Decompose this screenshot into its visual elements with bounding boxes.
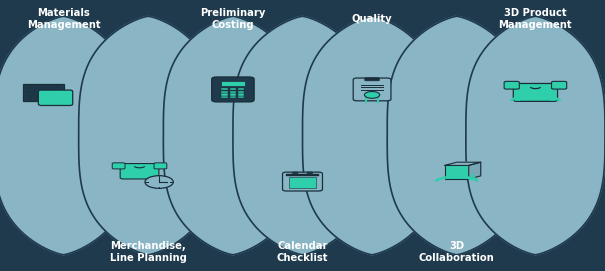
- FancyBboxPatch shape: [38, 90, 73, 105]
- FancyBboxPatch shape: [41, 93, 46, 96]
- FancyBboxPatch shape: [221, 96, 228, 98]
- FancyBboxPatch shape: [283, 172, 322, 191]
- FancyBboxPatch shape: [55, 97, 60, 99]
- FancyBboxPatch shape: [230, 91, 236, 93]
- FancyBboxPatch shape: [445, 165, 469, 179]
- FancyBboxPatch shape: [286, 174, 319, 176]
- FancyBboxPatch shape: [48, 89, 53, 92]
- Text: 3D Product
Management: 3D Product Management: [499, 8, 572, 30]
- Text: Calendar
Checklist: Calendar Checklist: [276, 241, 329, 263]
- Text: 3D
Collaboration: 3D Collaboration: [419, 241, 495, 263]
- FancyBboxPatch shape: [221, 91, 228, 93]
- Circle shape: [364, 92, 380, 98]
- FancyBboxPatch shape: [55, 93, 60, 96]
- FancyBboxPatch shape: [230, 96, 236, 98]
- Text: Preliminary
Costing: Preliminary Costing: [200, 8, 266, 30]
- FancyBboxPatch shape: [238, 93, 244, 96]
- Polygon shape: [387, 16, 526, 255]
- FancyBboxPatch shape: [48, 93, 53, 96]
- FancyBboxPatch shape: [48, 97, 53, 99]
- FancyBboxPatch shape: [221, 81, 245, 86]
- FancyBboxPatch shape: [27, 97, 32, 99]
- FancyBboxPatch shape: [230, 93, 236, 96]
- FancyBboxPatch shape: [221, 93, 228, 96]
- FancyBboxPatch shape: [34, 86, 39, 88]
- FancyBboxPatch shape: [34, 89, 39, 92]
- Polygon shape: [79, 16, 218, 255]
- FancyBboxPatch shape: [307, 172, 312, 175]
- FancyBboxPatch shape: [221, 88, 228, 90]
- Text: Merchandise,
Line Planning: Merchandise, Line Planning: [110, 241, 187, 263]
- FancyBboxPatch shape: [34, 97, 39, 99]
- FancyBboxPatch shape: [27, 93, 32, 96]
- FancyBboxPatch shape: [41, 89, 46, 92]
- FancyBboxPatch shape: [504, 81, 519, 89]
- Text: Quality: Quality: [352, 14, 393, 24]
- Circle shape: [145, 176, 173, 188]
- FancyBboxPatch shape: [513, 83, 558, 101]
- FancyBboxPatch shape: [230, 88, 236, 90]
- FancyBboxPatch shape: [34, 93, 39, 96]
- FancyBboxPatch shape: [238, 88, 244, 90]
- FancyBboxPatch shape: [55, 89, 60, 92]
- Polygon shape: [302, 16, 442, 255]
- FancyBboxPatch shape: [41, 86, 46, 88]
- FancyBboxPatch shape: [552, 81, 567, 89]
- FancyBboxPatch shape: [48, 86, 53, 88]
- FancyBboxPatch shape: [27, 86, 32, 88]
- FancyBboxPatch shape: [55, 86, 60, 88]
- Polygon shape: [163, 16, 302, 255]
- FancyBboxPatch shape: [238, 96, 244, 98]
- FancyBboxPatch shape: [293, 172, 298, 175]
- FancyBboxPatch shape: [27, 89, 32, 92]
- FancyBboxPatch shape: [112, 163, 125, 169]
- FancyBboxPatch shape: [120, 164, 159, 179]
- FancyBboxPatch shape: [23, 84, 64, 101]
- Polygon shape: [445, 162, 481, 165]
- Polygon shape: [233, 16, 372, 255]
- FancyBboxPatch shape: [365, 78, 379, 81]
- FancyBboxPatch shape: [353, 78, 391, 101]
- FancyBboxPatch shape: [212, 77, 254, 102]
- FancyBboxPatch shape: [289, 177, 316, 188]
- Polygon shape: [0, 16, 133, 255]
- FancyBboxPatch shape: [238, 91, 244, 93]
- FancyBboxPatch shape: [41, 97, 46, 99]
- Polygon shape: [469, 162, 481, 179]
- FancyBboxPatch shape: [154, 163, 167, 169]
- Polygon shape: [466, 16, 605, 255]
- Text: Materials
Management: Materials Management: [27, 8, 100, 30]
